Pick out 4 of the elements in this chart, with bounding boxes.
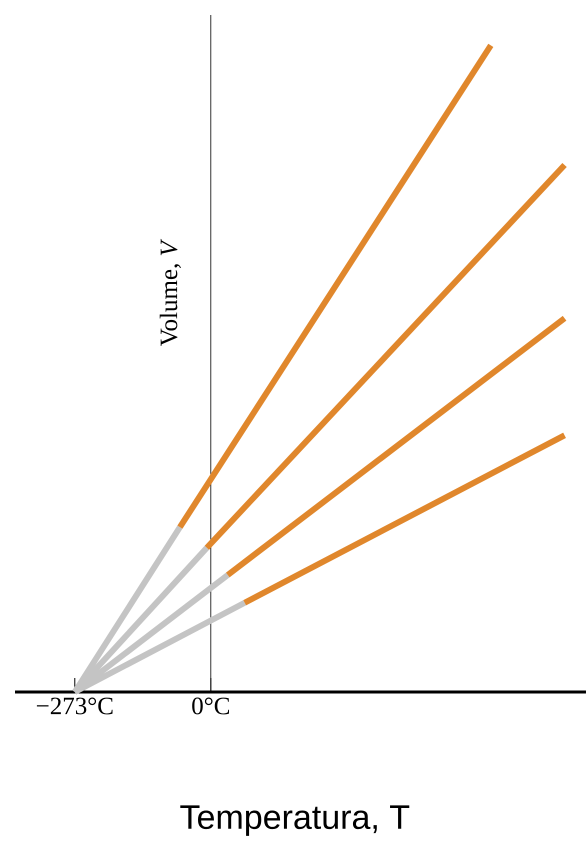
x-tick-label: 0°C: [192, 698, 230, 714]
x-tick-label: −273°C: [36, 698, 113, 714]
x-axis-title: Temperatura, T: [180, 805, 410, 836]
y-axis-title: Volume, V: [160, 238, 181, 346]
